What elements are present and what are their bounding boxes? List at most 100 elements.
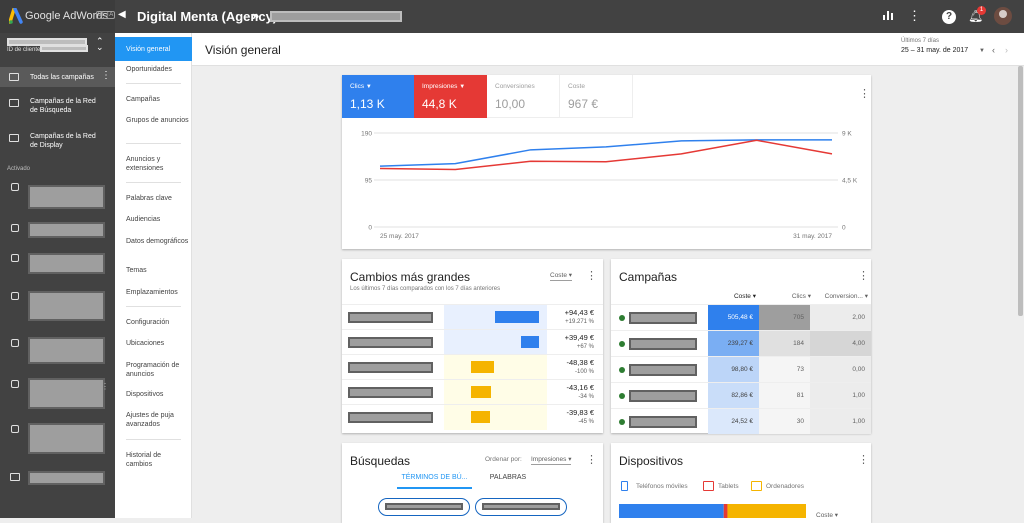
nav-item-change-history[interactable]: Historial de cambios bbox=[126, 452, 162, 468]
avatar[interactable] bbox=[994, 7, 1012, 25]
nav-item-opportunities[interactable]: Oportunidades bbox=[126, 66, 172, 73]
more-vert-icon[interactable]: ⋮ bbox=[908, 8, 921, 23]
conversions-cell: 1,00 bbox=[810, 409, 871, 434]
change-row[interactable]: -39,83 € -45 % bbox=[342, 404, 603, 430]
sidebar-campaign-item[interactable] bbox=[28, 185, 105, 209]
nav-divider bbox=[126, 83, 181, 84]
nav-item-locations[interactable]: Ubicaciones bbox=[126, 340, 165, 347]
conversions-cell: 4,00 bbox=[810, 331, 871, 356]
more-vert-icon[interactable]: ⋮ bbox=[859, 88, 870, 100]
metric-impressions[interactable]: Impresiones ▼ 44,8 K bbox=[414, 75, 487, 118]
table-row[interactable]: 239,27 €184 4,00 bbox=[611, 330, 871, 356]
nav-item-placements[interactable]: Emplazamientos bbox=[126, 289, 178, 296]
sort-dropdown[interactable]: Coste ▾ bbox=[550, 271, 573, 281]
more-vert-icon[interactable]: ⋮ bbox=[586, 454, 597, 466]
chevron-left-icon[interactable]: ‹ bbox=[992, 45, 995, 55]
overview-line-chart: 0 0 95 4,5 K 190 9 K 25 may. 2017 31 may. 2017 bbox=[361, 131, 858, 241]
search-icon bbox=[11, 339, 19, 347]
card-title: Búsquedas bbox=[350, 454, 411, 468]
devices-share-bar bbox=[619, 504, 806, 518]
logo-area[interactable]: Google AdWords BETA bbox=[0, 0, 116, 33]
table-row[interactable]: 98,80 €73 0,00 bbox=[611, 356, 871, 382]
change-row[interactable]: +39,49 € +67 % bbox=[342, 329, 603, 355]
nav-item-ad-schedule[interactable]: Programación de anuncios bbox=[126, 362, 180, 378]
sidebar-campaign-item[interactable] bbox=[28, 222, 105, 238]
y-tick-left: 95 bbox=[365, 178, 373, 185]
metric-value: 1,13 K bbox=[350, 97, 385, 111]
sidebar-campaign-item[interactable] bbox=[28, 423, 105, 454]
clicks-cell: 705 bbox=[759, 305, 810, 330]
sidebar-campaign-item[interactable] bbox=[28, 337, 105, 364]
sidebar-item-display-campaigns[interactable]: Campañas de la Red de Display bbox=[0, 131, 115, 155]
column-header-cost[interactable]: Coste ▾ bbox=[733, 293, 756, 300]
help-icon[interactable]: ? bbox=[942, 10, 956, 24]
reports-icon[interactable] bbox=[881, 8, 895, 22]
column-header-conversions[interactable]: Conversion... ▾ bbox=[824, 293, 868, 300]
sidebar-campaign-item[interactable] bbox=[28, 291, 105, 321]
beta-badge: BETA bbox=[96, 11, 116, 19]
search-term-chip[interactable] bbox=[475, 498, 567, 516]
order-by-dropdown[interactable]: Impresiones ▾ bbox=[531, 456, 572, 465]
notification-badge: 1 bbox=[977, 6, 986, 15]
sort-dropdown[interactable]: Coste ▾ bbox=[816, 512, 839, 519]
table-row[interactable]: 505,48 €705 2,00 bbox=[611, 304, 871, 330]
search-term-chip[interactable] bbox=[378, 498, 470, 516]
account-chevron-icon[interactable]: » bbox=[252, 8, 260, 23]
more-vert-icon[interactable]: ⋮ bbox=[101, 382, 109, 391]
nav-item-bid-adjustments[interactable]: Ajustes de puja avanzados bbox=[126, 412, 174, 428]
nav-item-topics[interactable]: Temas bbox=[126, 267, 147, 274]
nav-item-ad-groups[interactable]: Grupos de anuncios bbox=[126, 117, 189, 124]
nav-item-ads-extensions[interactable]: Anuncios y extensiones bbox=[126, 156, 164, 172]
y-tick-right: 4,5 K bbox=[842, 178, 858, 185]
nav-item-keywords[interactable]: Palabras clave bbox=[126, 195, 172, 202]
more-vert-icon[interactable]: ⋮ bbox=[858, 270, 869, 282]
account-title[interactable]: Digital Menta (Agency) bbox=[137, 9, 278, 24]
nav-item-settings[interactable]: Configuración bbox=[126, 319, 170, 326]
cost-cell: 82,86 € bbox=[708, 383, 759, 408]
page-header: Visión general Últimos 7 días 25 – 31 ma… bbox=[192, 33, 1024, 66]
more-vert-icon[interactable]: ⋮ bbox=[101, 70, 111, 81]
nav-item-overview[interactable]: Visión general bbox=[115, 37, 192, 61]
sidebar-item-all-campaigns[interactable]: Todas las campañas bbox=[0, 67, 115, 87]
conversions-cell: 0,00 bbox=[810, 357, 871, 382]
nav-item-demographics[interactable]: Datos demográficos bbox=[126, 238, 189, 245]
caret-down-icon[interactable]: ▼ bbox=[979, 48, 985, 54]
change-bar-area bbox=[444, 405, 547, 430]
sidebar-item-label: Todas las campañas bbox=[30, 74, 94, 81]
nav-item-devices[interactable]: Dispositivos bbox=[126, 391, 164, 398]
date-range-selector[interactable]: 25 – 31 may. de 2017 bbox=[901, 47, 969, 54]
more-vert-icon[interactable]: ⋮ bbox=[858, 454, 869, 466]
client-switch-icon[interactable]: ⌃ ⌄ bbox=[96, 36, 104, 52]
nav-item-audiences[interactable]: Audiencias bbox=[126, 216, 161, 223]
device-share-segment bbox=[727, 504, 806, 518]
status-enabled-icon bbox=[619, 419, 625, 425]
nav-item-campaigns[interactable]: Campañas bbox=[126, 96, 160, 103]
more-vert-icon[interactable]: ⋮ bbox=[586, 270, 597, 282]
sidebar-campaign-item[interactable] bbox=[28, 471, 105, 485]
change-row[interactable]: -48,38 € -100 % bbox=[342, 354, 603, 380]
metric-clicks[interactable]: Clics ▼ 1,13 K bbox=[342, 75, 414, 118]
column-header-clicks[interactable]: Clics ▾ bbox=[791, 293, 811, 300]
table-row[interactable]: 24,52 €30 1,00 bbox=[611, 408, 871, 434]
page-scrollbar[interactable] bbox=[1018, 66, 1023, 316]
change-bar bbox=[471, 386, 492, 398]
clicks-cell: 81 bbox=[759, 383, 810, 408]
change-bar-area bbox=[444, 305, 547, 330]
sidebar-item-search-campaigns[interactable]: Campañas de la Red de Búsqueda bbox=[0, 96, 115, 120]
column-header-label: Coste bbox=[733, 293, 751, 300]
cost-cell: 24,52 € bbox=[708, 409, 759, 434]
tab-keywords[interactable]: PALABRAS bbox=[489, 474, 527, 481]
biggest-changes-card: Cambios más grandes Los últimos 7 días c… bbox=[342, 259, 603, 433]
chevron-right-icon[interactable]: › bbox=[1005, 45, 1008, 55]
table-row[interactable]: 82,86 €81 1,00 bbox=[611, 382, 871, 408]
metric-conversions[interactable]: Conversiones 10,00 bbox=[487, 75, 560, 118]
tab-search-terms[interactable]: TÉRMINOS DE BÚ... bbox=[397, 474, 472, 489]
change-row[interactable]: +94,43 € +19.271 % bbox=[342, 304, 603, 330]
change-row[interactable]: -43,16 € -34 % bbox=[342, 379, 603, 405]
sidebar-campaign-item[interactable] bbox=[28, 378, 105, 409]
metric-cost[interactable]: Coste 967 € bbox=[560, 75, 633, 118]
nav-divider bbox=[126, 439, 181, 440]
collapse-sidebar-icon[interactable]: ◀ bbox=[118, 9, 126, 20]
sidebar-item-label: Campañas de la Red de Display bbox=[30, 133, 96, 149]
sidebar-campaign-item[interactable] bbox=[28, 253, 105, 274]
